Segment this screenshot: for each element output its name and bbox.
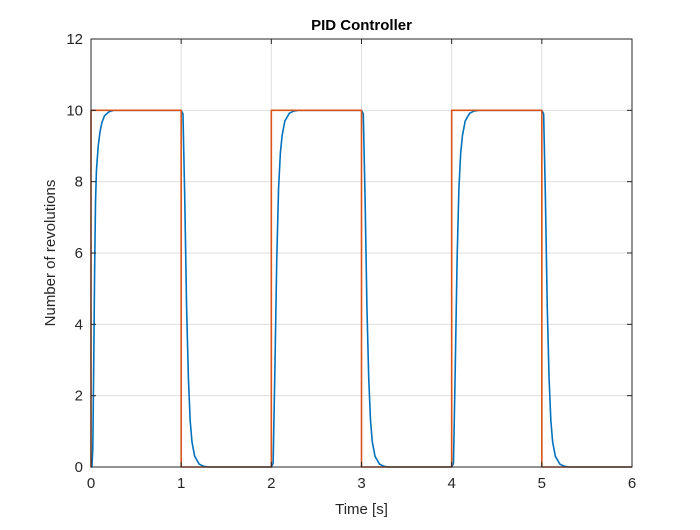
series-line-setpoint [90, 109, 632, 468]
x-tick-labels: 0 1 2 3 4 5 6 [87, 475, 636, 492]
x-tick-label: 5 [538, 475, 546, 492]
x-tick-label: 1 [177, 475, 185, 492]
x-tick-label: 4 [447, 475, 455, 492]
series-lines [90, 109, 632, 468]
y-axis-label: Number of revolutions [42, 180, 59, 327]
y-tick-label: 10 [66, 102, 83, 119]
y-tick-label: 12 [66, 31, 83, 48]
y-tick-label: 0 [75, 459, 83, 476]
x-tick-label: 3 [357, 475, 365, 492]
y-tick-label: 8 [75, 174, 83, 191]
y-tick-label: 2 [75, 388, 83, 405]
y-tick-label: 6 [75, 245, 83, 262]
tick-marks [90, 38, 633, 468]
x-tick-label: 0 [87, 475, 95, 492]
x-tick-label: 2 [267, 475, 275, 492]
y-tick-label: 4 [75, 316, 83, 333]
chart-title: PID Controller [311, 17, 412, 34]
x-tick-label: 6 [628, 475, 636, 492]
x-axis-label: Time [s] [335, 501, 388, 518]
y-tick-labels: 0 2 4 6 8 10 12 [66, 31, 83, 476]
